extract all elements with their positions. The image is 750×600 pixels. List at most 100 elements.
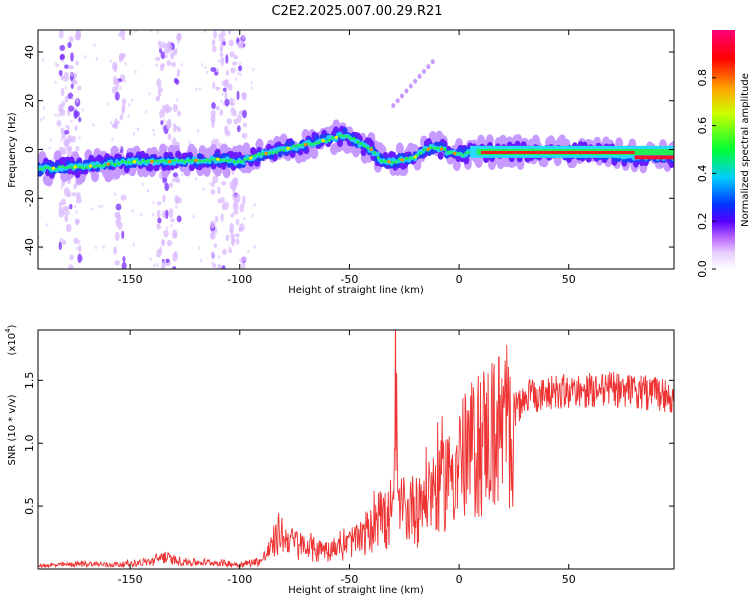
spectral-blob (145, 159, 149, 164)
streak-blob (161, 238, 165, 247)
spectral-blob (278, 148, 282, 152)
noise-blob (176, 98, 179, 102)
x-tick-label: -50 (340, 573, 358, 586)
streak-blob (235, 218, 240, 226)
spectral-blob (67, 165, 72, 169)
streak-blob (58, 30, 64, 39)
streak-blob (221, 30, 226, 38)
noise-blob (41, 58, 45, 63)
spectral-blob (275, 150, 279, 154)
streak-blob (172, 232, 178, 239)
spectral-blob (282, 148, 286, 152)
streak-blob (233, 55, 239, 60)
colorbar-tick-label: 0.4 (696, 165, 709, 183)
streak-blob (66, 124, 70, 131)
noise-blob (221, 92, 224, 96)
spectral-blob (176, 159, 180, 163)
colorbar-tick-label: 0.8 (696, 69, 709, 87)
streak-blob (217, 263, 222, 269)
streak-blob (176, 110, 182, 117)
hot-spot (216, 157, 220, 161)
noise-blob (201, 62, 204, 67)
streak-blob (238, 227, 242, 233)
hot-spot (369, 147, 373, 152)
spectral-blob (362, 144, 366, 148)
streak-blob (234, 193, 241, 204)
noise-blob (149, 30, 153, 33)
noise-blob (180, 63, 184, 67)
noise-blob (217, 255, 221, 259)
streak-blob (236, 238, 240, 245)
streak-blob (75, 196, 82, 204)
hot-spot (321, 139, 325, 143)
streak-blob (166, 106, 173, 113)
spectral-blob (232, 160, 237, 164)
spectral-blob (260, 152, 265, 156)
y-tick-label: 1.5 (23, 372, 36, 390)
noise-blob (199, 258, 203, 263)
spectral-blob (183, 160, 187, 164)
colorbar-tick-label: 0.0 (696, 260, 709, 278)
streak-blob (210, 66, 217, 73)
noise-blob (111, 137, 114, 142)
streak-blob (228, 30, 232, 36)
spectral-blob (173, 158, 177, 163)
streak-blob (68, 65, 74, 70)
noise-blob (155, 263, 159, 267)
hot-spot (194, 158, 198, 163)
streak-blob (229, 51, 235, 58)
streak-blob (121, 230, 125, 240)
hot-spot (106, 162, 110, 166)
noise-blob (60, 237, 64, 242)
spectral-blob (446, 150, 451, 154)
streak-blob (64, 64, 69, 69)
x-tick-label: 0 (456, 273, 463, 286)
streak-blob (241, 261, 246, 269)
spectrogram-marks (38, 30, 674, 269)
streak-blob (78, 244, 82, 253)
spectral-blob (57, 165, 61, 169)
noise-blob (70, 119, 73, 124)
streak-blob (210, 188, 216, 195)
noise-blob (95, 57, 99, 61)
noise-blob (234, 77, 238, 82)
spectral-blob (422, 148, 426, 152)
streak-blob (158, 45, 163, 50)
noise-blob (109, 121, 113, 125)
noise-blob (61, 59, 65, 63)
streak-blob (114, 260, 120, 266)
hot-spot (264, 151, 268, 156)
noise-blob (152, 128, 155, 133)
streak-blob (58, 69, 63, 77)
streak-blob (68, 264, 74, 269)
streak-blob (77, 85, 82, 91)
noise-blob (251, 67, 255, 72)
spectral-blob (147, 163, 154, 172)
streak-blob (223, 201, 229, 211)
noise-blob (237, 71, 240, 76)
noise-blob (253, 244, 257, 249)
spectral-blob (380, 159, 384, 163)
spectral-blob (113, 162, 117, 167)
noise-blob (39, 117, 43, 122)
spectral-blob (267, 151, 272, 155)
noise-blob (153, 263, 156, 268)
streak-blob (159, 63, 165, 72)
colorbar-tick-label: 0.2 (696, 212, 709, 230)
noise-blob (234, 239, 237, 243)
spectral-blob (310, 147, 319, 160)
colorbar: 0.0 0.2 0.4 0.6 0.8 Normalized spectral ampl… (696, 30, 750, 278)
streak-blob (71, 192, 77, 197)
noise-blob (156, 30, 160, 34)
noise-blob (40, 245, 44, 250)
streak-blob (165, 209, 169, 219)
x-tick-label: -150 (118, 573, 143, 586)
noise-blob (194, 176, 198, 181)
streak-blob (220, 57, 225, 67)
streak-blob (77, 253, 82, 264)
streak-blob (225, 70, 229, 76)
spectral-blob (43, 165, 47, 170)
streak-blob (121, 261, 127, 269)
noise-blob (57, 113, 60, 118)
streak-blob (111, 86, 117, 94)
